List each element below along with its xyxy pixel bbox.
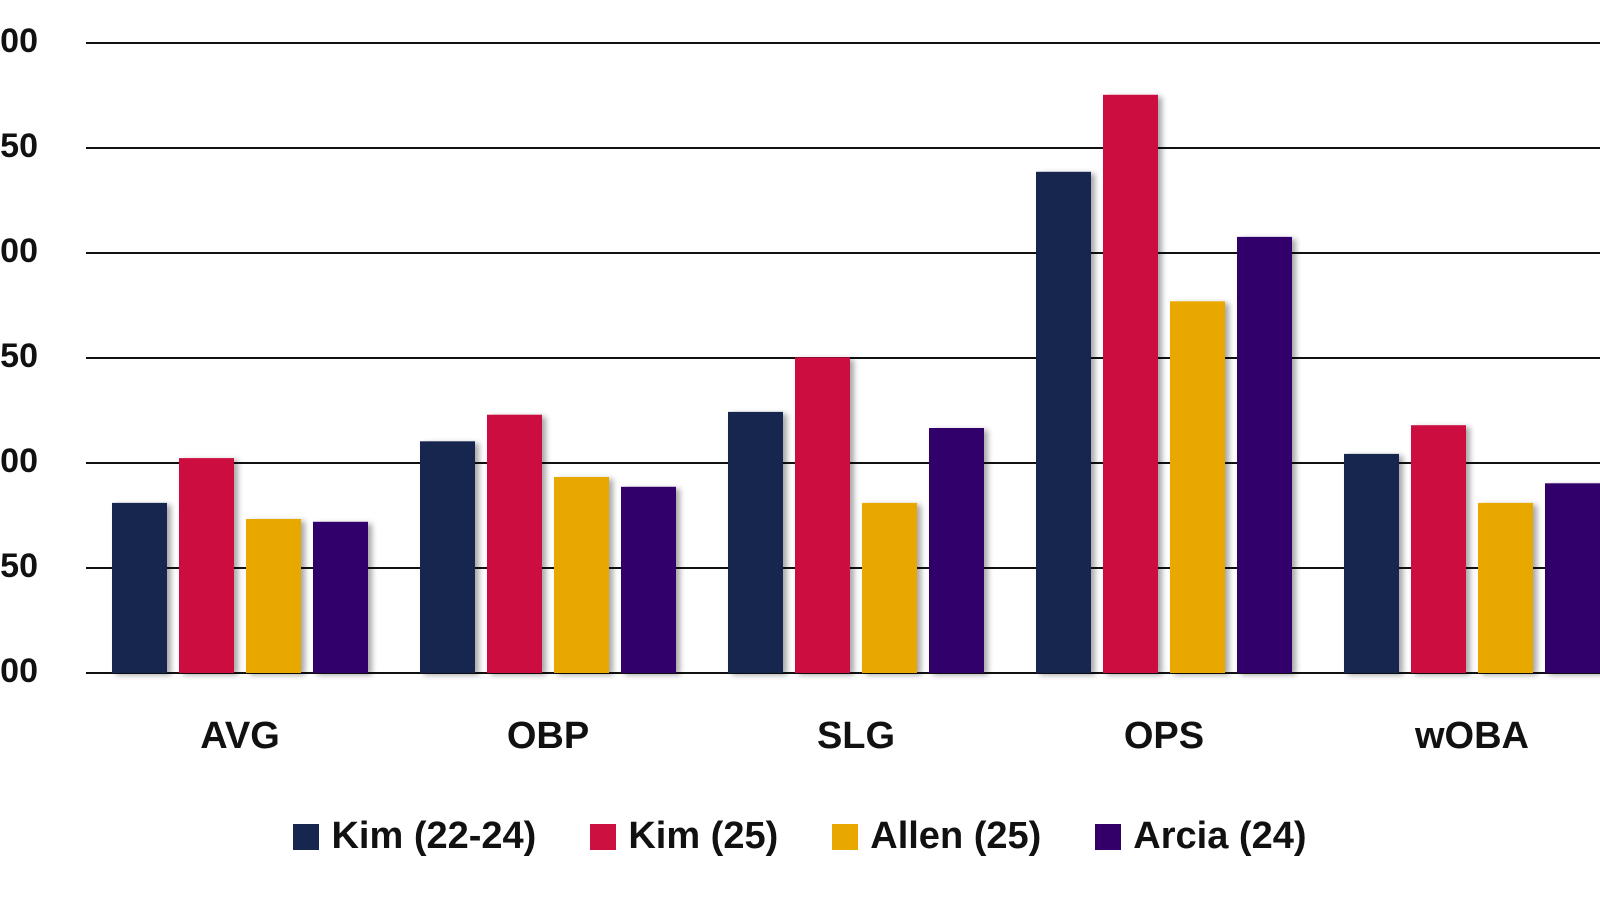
legend-swatch — [590, 823, 617, 850]
bar — [862, 502, 917, 673]
y-tick-label: 0.000 — [0, 652, 38, 690]
bar — [621, 486, 676, 673]
bar — [1103, 94, 1158, 674]
legend-swatch — [832, 823, 859, 850]
x-tick-label: wOBA — [1414, 715, 1529, 757]
bar — [1237, 236, 1292, 673]
bar — [420, 441, 475, 673]
bar — [795, 357, 850, 673]
legend-item: Arcia (24) — [1095, 815, 1307, 858]
x-tick-label: SLG — [817, 715, 895, 757]
bar — [246, 519, 301, 673]
y-tick-label: 0.150 — [0, 547, 38, 585]
legend-label: Kim (22-24) — [331, 815, 537, 857]
legend-label: Kim (25) — [628, 815, 779, 857]
bar — [1344, 453, 1399, 673]
bar — [179, 458, 234, 673]
bar — [554, 477, 609, 673]
y-tick-label: 0.600 — [0, 232, 38, 270]
legend-label: Allen (25) — [870, 815, 1042, 857]
legend-item: Allen (25) — [832, 815, 1041, 858]
legend-item: Kim (25) — [590, 815, 778, 858]
y-tick-label: 0.300 — [0, 442, 38, 480]
x-tick-label: AVG — [200, 715, 280, 757]
y-tick-label: 0.750 — [0, 127, 38, 165]
bar — [1170, 301, 1225, 673]
legend-label: Arcia (24) — [1133, 815, 1307, 857]
bar — [929, 428, 984, 673]
bar — [1478, 502, 1533, 673]
bar — [1036, 171, 1091, 674]
legend-item: Kim (22-24) — [293, 815, 536, 858]
x-tick-label: OBP — [507, 715, 589, 757]
legend: Kim (22-24) Kim (25) Allen (25) Arcia (24) — [0, 815, 1600, 858]
y-tick-label: 0.900 — [0, 22, 38, 60]
bar — [313, 521, 368, 673]
x-tick-label: OPS — [1124, 715, 1204, 757]
bar — [728, 411, 783, 673]
bar — [487, 414, 542, 673]
legend-swatch — [293, 823, 320, 850]
bar — [1545, 483, 1600, 673]
y-tick-label: 0.450 — [0, 337, 38, 375]
bar — [1411, 425, 1466, 673]
legend-swatch — [1095, 823, 1122, 850]
bar — [112, 502, 167, 673]
